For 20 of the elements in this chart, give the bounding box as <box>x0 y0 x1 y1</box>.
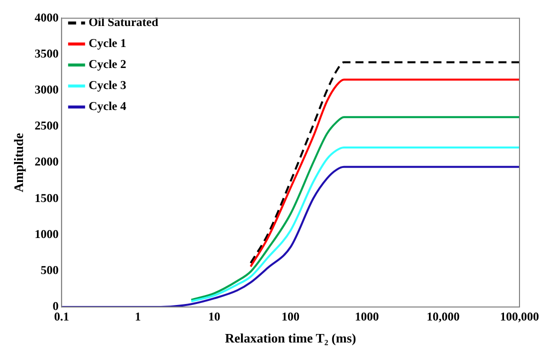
y-tick-label: 3500 <box>34 46 59 60</box>
x-tick-label: 1 <box>134 309 141 324</box>
x-tick-label: 10 <box>208 309 220 324</box>
legend-label: Cycle 1 <box>88 36 126 50</box>
y-tick-label: 500 <box>40 262 59 277</box>
y-tick-label: 4000 <box>34 10 59 24</box>
x-axis-title: Relaxation time T₂ (ms) <box>224 330 356 346</box>
y-tick-label: 2000 <box>34 154 59 169</box>
x-tick-label: 1000 <box>354 309 379 324</box>
y-tick-label: 1000 <box>34 226 59 241</box>
x-tick-label: 100,000 <box>500 309 539 324</box>
x-tick-label: 10,000 <box>426 309 460 324</box>
y-tick-label: 1500 <box>34 190 59 205</box>
legend-label: Cycle 3 <box>88 78 126 92</box>
legend-label: Cycle 4 <box>88 99 126 114</box>
y-tick-label: 3000 <box>34 82 59 96</box>
x-tick-label: 100 <box>282 309 300 324</box>
y-axis-title: Amplitude <box>11 132 26 192</box>
legend-label: Cycle 2 <box>88 57 126 72</box>
y-tick-label: 2500 <box>34 118 59 133</box>
